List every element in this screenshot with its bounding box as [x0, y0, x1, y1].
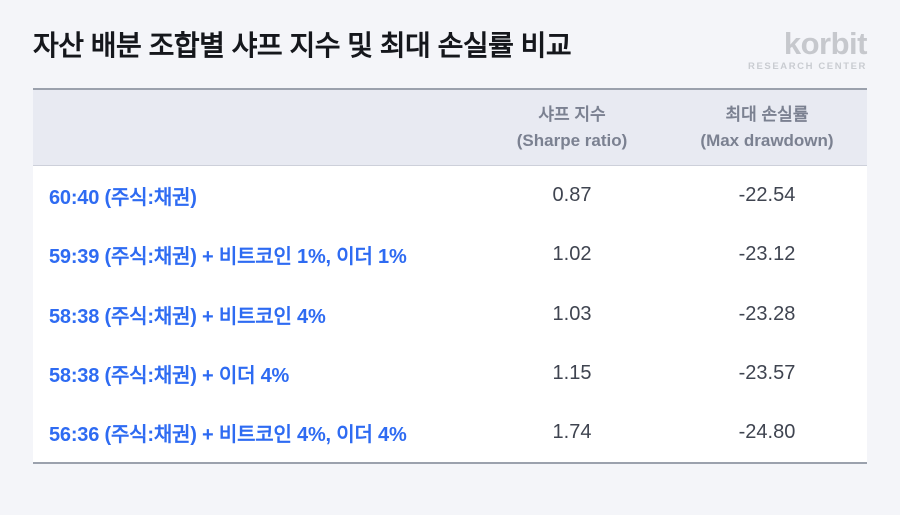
drawdown-value: -23.57 [738, 361, 796, 384]
korbit-logo: korbit RESEARCH CENTER [747, 26, 868, 73]
drawdown-value: -23.28 [738, 302, 796, 325]
column-header-drawdown-ko: 최대 손실률 [725, 104, 809, 124]
comparison-table: 샤프 지수 (Sharpe ratio) 최대 손실률 (Max drawdow… [33, 88, 867, 464]
table-row: 56:36 (주식:채권) + 비트코인 4%, 이더 4% 1.74 -24.… [33, 403, 867, 462]
table-row: 60:40 (주식:채권) 0.87 -22.54 [33, 166, 867, 225]
page-title: 자산 배분 조합별 샤프 지수 및 최대 손실률 비교 [33, 30, 572, 61]
korbit-wordmark: korbit [783, 26, 868, 61]
drawdown-value: -22.54 [738, 184, 796, 207]
table-row: 59:39 (주식:채권) + 비트코인 1%, 이더 1% 1.02 -23.… [33, 225, 867, 284]
column-header-drawdown-en: (Max drawdown) [700, 130, 834, 150]
korbit-logo-subtitle: RESEARCH CENTER [747, 61, 867, 72]
sharpe-value: 1.02 [552, 243, 592, 266]
portfolio-label: 59:39 (주식:채권) + 비트코인 1%, 이더 1% [49, 246, 407, 269]
drawdown-value: -23.12 [738, 243, 796, 266]
sharpe-value: 1.15 [552, 361, 592, 384]
sharpe-value: 0.87 [552, 184, 592, 207]
table-row: 58:38 (주식:채권) + 비트코인 4% 1.03 -23.28 [33, 284, 867, 343]
portfolio-label: 56:36 (주식:채권) + 비트코인 4%, 이더 4% [49, 423, 407, 446]
figure-header: 자산 배분 조합별 샤프 지수 및 최대 손실률 비교 korbit RESEA… [33, 0, 868, 90]
drawdown-value: -24.80 [738, 420, 796, 443]
sharpe-value: 1.74 [552, 420, 592, 443]
column-header-sharpe-ko: 샤프 지수 [538, 104, 606, 124]
portfolio-label: 58:38 (주식:채권) + 비트코인 4% [49, 305, 326, 328]
column-header-drawdown: 최대 손실률 (Max drawdown) [667, 102, 867, 154]
table-body: 60:40 (주식:채권) 0.87 -22.54 59:39 (주식:채권) … [33, 166, 867, 464]
portfolio-label: 58:38 (주식:채권) + 이더 4% [49, 364, 290, 387]
table-header-row: 샤프 지수 (Sharpe ratio) 최대 손실률 (Max drawdow… [33, 88, 867, 166]
sharpe-value: 1.03 [552, 302, 592, 325]
portfolio-label: 60:40 (주식:채권) [49, 187, 197, 210]
column-header-sharpe: 샤프 지수 (Sharpe ratio) [477, 102, 667, 154]
column-header-sharpe-en: (Sharpe ratio) [516, 130, 628, 150]
table-row: 58:38 (주식:채권) + 이더 4% 1.15 -23.57 [33, 344, 867, 403]
